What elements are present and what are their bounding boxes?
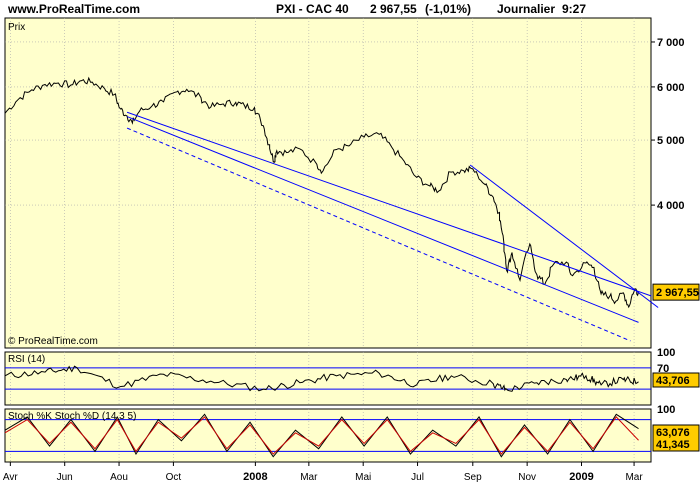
last-price-label: 2 967,55 (656, 287, 699, 299)
site-title: www.ProRealTime.com (8, 2, 141, 16)
price-y-tick-label: 7 000 (657, 37, 685, 49)
stoch-y-tick-label: 100 (657, 404, 675, 416)
stoch-series-1 (4, 413, 639, 458)
x-tick-label: Jun (57, 472, 73, 483)
watermark: © ProRealTime.com (8, 336, 98, 347)
x-tick-label: 2009 (569, 471, 593, 483)
x-tick-label: Jul (411, 472, 424, 483)
stoch-panel-title: Stoch %K Stoch %D (14 3 5) (8, 411, 136, 422)
price-y-tick-label: 4 000 (657, 200, 685, 212)
trendline-4 (469, 164, 659, 308)
stoch-last-box (652, 424, 700, 452)
x-tick-label: Mai (355, 472, 371, 483)
trendline-3 (126, 127, 631, 342)
x-tick-label: Nov (518, 472, 536, 483)
rsi-series-line (4, 365, 639, 392)
price-y-tick-label: 5 000 (657, 135, 685, 147)
rsi-y-tick-label: 100 (657, 347, 675, 359)
rsi-last-box (652, 372, 700, 388)
x-tick-label: Mar (300, 472, 318, 483)
header-change: (-1,01%) (425, 2, 472, 16)
stoch-last-label: 63,076 (656, 427, 690, 439)
price-panel-title: Prix (8, 22, 25, 33)
x-tick-label: Aou (110, 472, 128, 483)
header-time: 9:27 (562, 2, 587, 16)
stoch-series-2 (4, 416, 639, 455)
trendline-1 (126, 111, 652, 297)
x-tick-label: Mar (625, 472, 643, 483)
x-tick-label: Oct (166, 472, 182, 483)
x-tick-label: Avr (3, 472, 18, 483)
x-tick-label: Sep (464, 472, 482, 483)
stoch-last-label: 41,345 (656, 439, 690, 451)
last-price-box (652, 283, 700, 301)
chart-header: www.ProRealTime.com PXI - CAC 40 2 967,5… (0, 0, 700, 18)
header-period: Journalier (497, 2, 556, 16)
price-series-line (4, 76, 640, 309)
rsi-y-tick-label: 70 (657, 363, 669, 375)
header-last-price: 2 967,55 (370, 2, 417, 16)
rsi-panel-title: RSI (14) (8, 354, 45, 365)
instrument-name: PXI - CAC 40 (276, 2, 349, 16)
price-y-tick-label: 6 000 (657, 82, 685, 94)
trendline-2 (126, 116, 639, 323)
rsi-last-label: 43,706 (656, 375, 690, 387)
x-tick-label: 2008 (243, 471, 267, 483)
